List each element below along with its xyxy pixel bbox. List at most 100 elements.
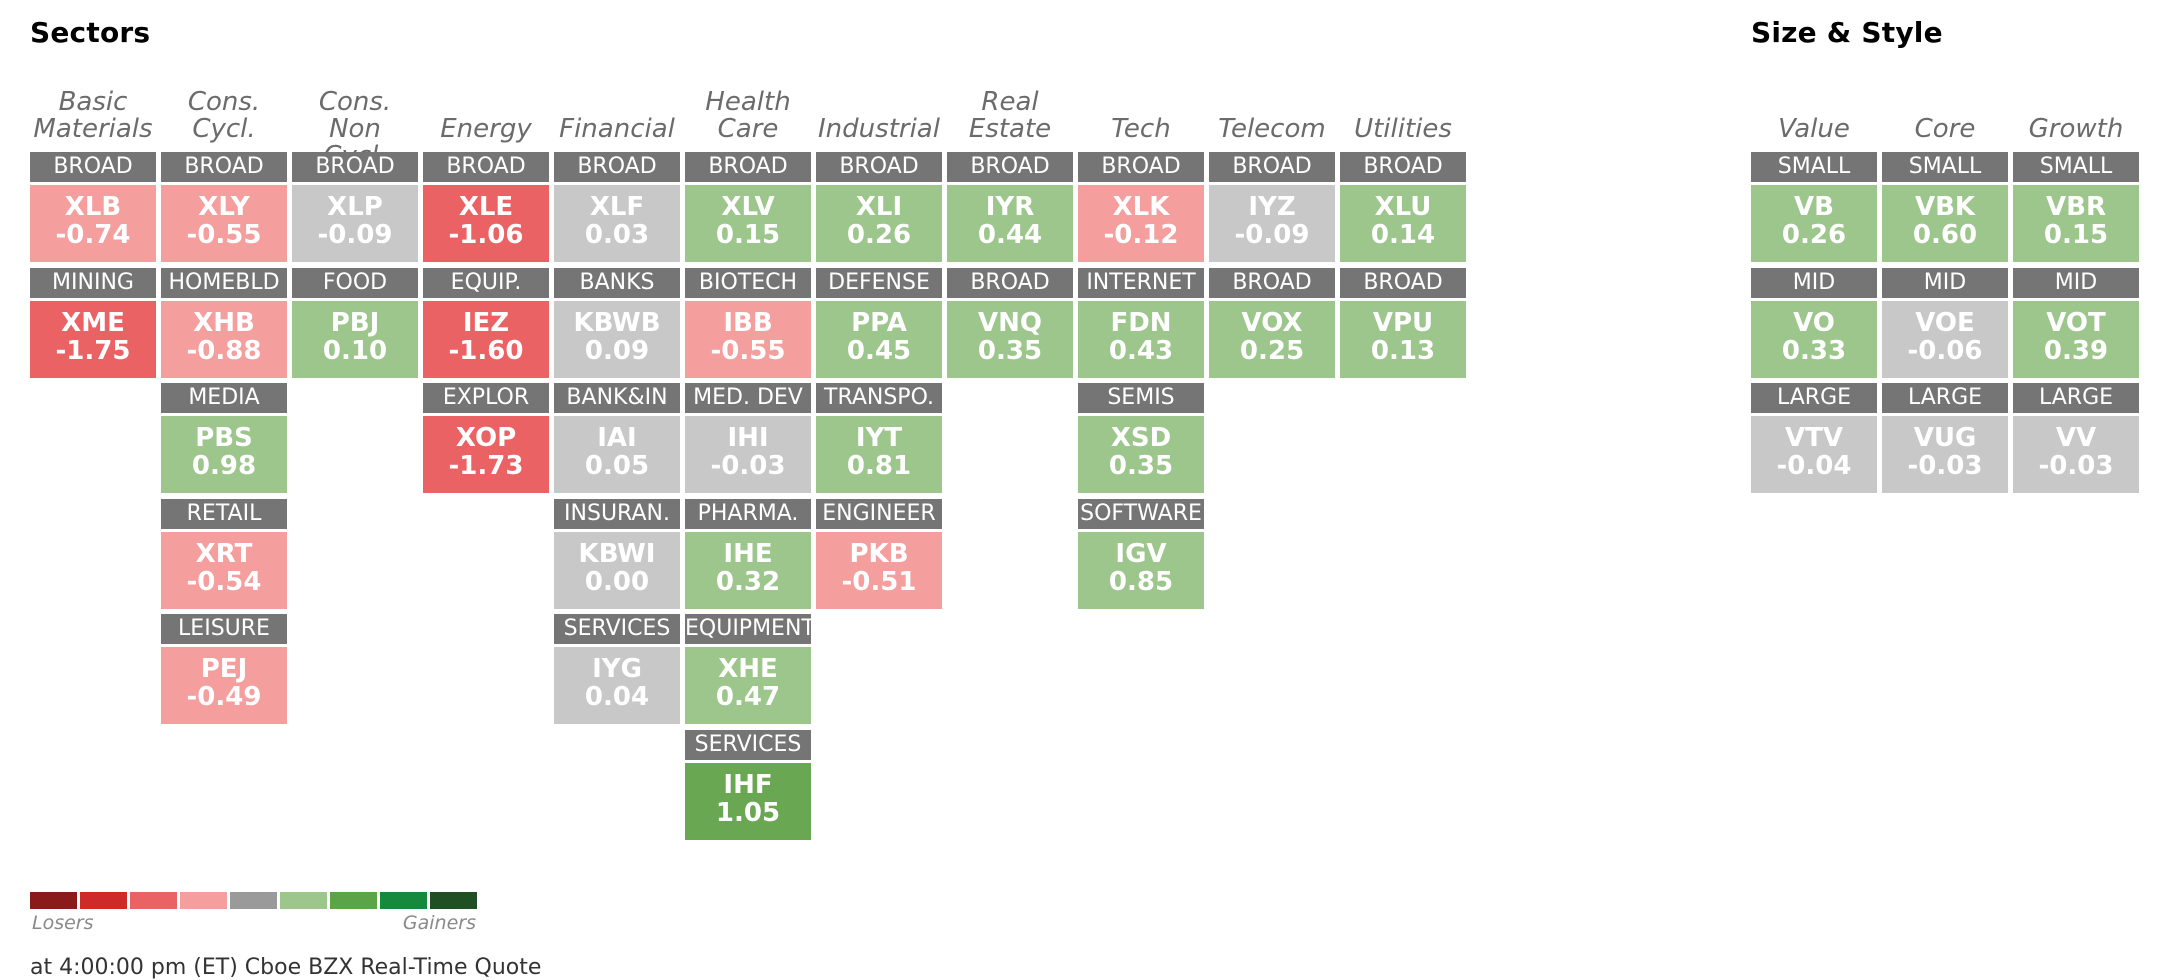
tile-ticker: XHB	[193, 307, 255, 338]
etf-tile-ihi[interactable]: MED. DEV IHI -0.03	[685, 383, 811, 493]
legend-swatch	[380, 892, 427, 909]
etf-tile-iyz[interactable]: BROAD IYZ -0.09	[1209, 152, 1335, 262]
tile-change-value: 0.05	[584, 451, 650, 481]
etf-tile-pej[interactable]: LEISURE PEJ -0.49	[161, 614, 287, 724]
etf-tile-kbwi[interactable]: INSURAN. KBWI 0.00	[554, 498, 680, 609]
etf-tile-xrt[interactable]: RETAIL XRT -0.54	[161, 498, 287, 609]
etf-tile-xop[interactable]: EXPLOR XOP -1.73	[423, 383, 549, 493]
tile-quote: FDN 0.43	[1078, 300, 1204, 378]
etf-tile-xle[interactable]: BROAD XLE -1.06	[423, 152, 549, 262]
tile-quote: VBR 0.15	[2013, 185, 2139, 262]
tile-change-value: 0.81	[846, 451, 912, 481]
tile-category-label: MED. DEV	[685, 383, 811, 413]
tile-category-label: EQUIP.	[423, 267, 549, 298]
etf-tile-fdn[interactable]: INTERNET FDN 0.43	[1078, 267, 1204, 378]
etf-tile-iyr[interactable]: BROAD IYR 0.44	[947, 152, 1073, 262]
etf-tile-vug[interactable]: LARGE VUG -0.03	[1882, 383, 2008, 493]
tile-quote: IYT 0.81	[816, 416, 942, 493]
etf-tile-pbs[interactable]: MEDIA PBS 0.98	[161, 383, 287, 493]
tile-quote: IBB -0.55	[685, 300, 811, 378]
etf-tile-vpu[interactable]: BROAD VPU 0.13	[1340, 267, 1466, 378]
etf-tile-xlu[interactable]: BROAD XLU 0.14	[1340, 152, 1466, 262]
etf-tile-iyg[interactable]: SERVICES IYG 0.04	[554, 614, 680, 724]
etf-tile-vbk[interactable]: SMALL VBK 0.60	[1882, 152, 2008, 262]
etf-tile-pbj[interactable]: FOOD PBJ 0.10	[292, 267, 418, 378]
tile-category-label: SOFTWARE	[1078, 498, 1204, 529]
tile-change-value: -0.54	[186, 566, 262, 597]
tile-quote: IYZ -0.09	[1209, 185, 1335, 262]
etf-tile-ibb[interactable]: BIOTECH IBB -0.55	[685, 267, 811, 378]
etf-tile-vb[interactable]: SMALL VB 0.26	[1751, 152, 1877, 262]
tile-quote: IYR 0.44	[947, 185, 1073, 262]
sector-column-title: Energy	[423, 116, 549, 143]
etf-tile-pkb[interactable]: ENGINEER PKB -0.51	[816, 498, 942, 609]
tile-category-label: TRANSPO.	[816, 383, 942, 413]
etf-tile-ppa[interactable]: DEFENSE PPA 0.45	[816, 267, 942, 378]
etf-tile-xlp[interactable]: BROAD XLP -0.09	[292, 152, 418, 262]
tile-ticker: IHI	[727, 423, 769, 453]
tile-change-value: -1.73	[448, 451, 524, 481]
etf-tile-xly[interactable]: BROAD XLY -0.55	[161, 152, 287, 262]
etf-tile-xlv[interactable]: BROAD XLV 0.15	[685, 152, 811, 262]
tile-ticker: IYR	[985, 192, 1035, 222]
etf-tile-ihf[interactable]: SERVICES IHF 1.05	[685, 729, 811, 840]
etf-tile-vtv[interactable]: LARGE VTV -0.04	[1751, 383, 1877, 493]
sector-column-title: Real Estate	[947, 89, 1073, 143]
etf-tile-iyt[interactable]: TRANSPO. IYT 0.81	[816, 383, 942, 493]
etf-tile-ihe[interactable]: PHARMA. IHE 0.32	[685, 498, 811, 609]
etf-tile-vv[interactable]: LARGE VV -0.03	[2013, 383, 2139, 493]
tile-change-value: -0.03	[710, 451, 786, 481]
tile-category-label: BANKS	[554, 267, 680, 298]
etf-tile-xli[interactable]: BROAD XLI 0.26	[816, 152, 942, 262]
etf-tile-xme[interactable]: MINING XME -1.75	[30, 267, 156, 378]
etf-tile-kbwb[interactable]: BANKS KBWB 0.09	[554, 267, 680, 378]
column-title-line: Value	[1778, 114, 1850, 144]
tile-change-value: 0.33	[1781, 335, 1847, 366]
tile-ticker: KBWB	[573, 307, 661, 338]
tile-category-label: ENGINEER	[816, 498, 942, 529]
tile-category-label: BROAD	[423, 152, 549, 182]
tile-change-value: -0.09	[1234, 220, 1310, 250]
tile-category-label: INSURAN.	[554, 498, 680, 529]
tile-quote: PBS 0.98	[161, 416, 287, 493]
etf-tile-vbr[interactable]: SMALL VBR 0.15	[2013, 152, 2139, 262]
etf-tile-igv[interactable]: SOFTWARE IGV 0.85	[1078, 498, 1204, 609]
etf-tile-xlf[interactable]: BROAD XLF 0.03	[554, 152, 680, 262]
tile-ticker: VNQ	[978, 307, 1042, 338]
tile-quote: IHI -0.03	[685, 416, 811, 493]
etf-tile-xsd[interactable]: SEMIS XSD 0.35	[1078, 383, 1204, 493]
tile-change-value: 0.26	[846, 220, 912, 250]
tile-change-value: 0.15	[715, 220, 781, 250]
tile-ticker: PBS	[195, 423, 253, 453]
etf-tile-xlk[interactable]: BROAD XLK -0.12	[1078, 152, 1204, 262]
tile-change-value: 0.25	[1239, 335, 1305, 366]
tile-change-value: 0.39	[2043, 335, 2109, 366]
etf-tile-iez[interactable]: EQUIP. IEZ -1.60	[423, 267, 549, 378]
tile-category-label: SEMIS	[1078, 383, 1204, 413]
tile-quote: VB 0.26	[1751, 185, 1877, 262]
tile-category-label: DEFENSE	[816, 267, 942, 298]
etf-tile-vot[interactable]: MID VOT 0.39	[2013, 267, 2139, 378]
etf-tile-iai[interactable]: BANK&IN IAI 0.05	[554, 383, 680, 493]
tile-change-value: 0.47	[715, 682, 781, 712]
tile-ticker: VOX	[1241, 307, 1303, 338]
tile-quote: VTV -0.04	[1751, 416, 1877, 493]
tile-quote: XME -1.75	[30, 300, 156, 378]
tile-ticker: XLF	[589, 192, 645, 222]
etf-tile-vnq[interactable]: BROAD VNQ 0.35	[947, 267, 1073, 378]
etf-tile-xhb[interactable]: HOMEBLD XHB -0.88	[161, 267, 287, 378]
etf-tile-vo[interactable]: MID VO 0.33	[1751, 267, 1877, 378]
etf-tile-xlb[interactable]: BROAD XLB -0.74	[30, 152, 156, 262]
tile-ticker: XLE	[458, 192, 514, 222]
column-title-line: Utilities	[1354, 114, 1452, 144]
tile-quote: VOT 0.39	[2013, 300, 2139, 378]
tile-ticker: PKB	[849, 538, 909, 569]
etf-tile-xhe[interactable]: EQUIPMENT XHE 0.47	[685, 614, 811, 724]
tile-category-label: MID	[2013, 267, 2139, 298]
tile-quote: IHF 1.05	[685, 762, 811, 840]
column-title-line: Health	[705, 87, 791, 117]
etf-tile-vox[interactable]: BROAD VOX 0.25	[1209, 267, 1335, 378]
etf-tile-voe[interactable]: MID VOE -0.06	[1882, 267, 2008, 378]
tile-quote: XRT -0.54	[161, 531, 287, 609]
tile-quote: PBJ 0.10	[292, 300, 418, 378]
